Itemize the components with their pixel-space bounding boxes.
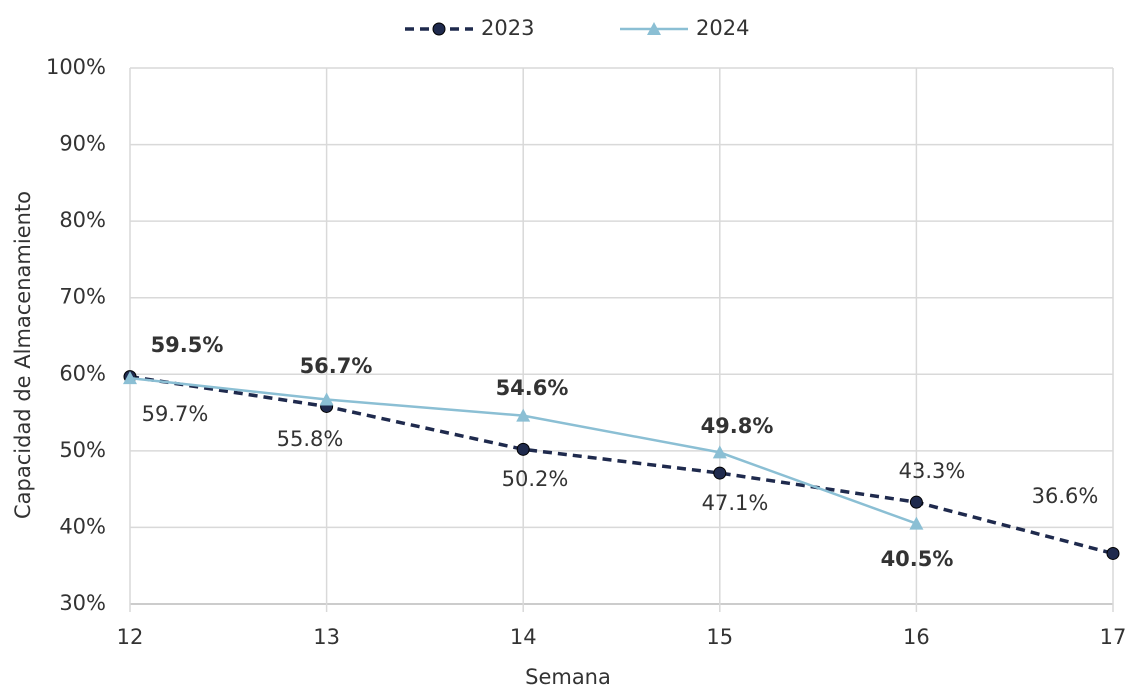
x-tick-label: 13 <box>313 625 340 649</box>
point <box>712 445 727 459</box>
data-label: 59.7% <box>142 402 209 426</box>
x-tick-label: 17 <box>1100 625 1127 649</box>
y-tick-label: 100% <box>46 55 106 79</box>
x-axis-label: Semana <box>525 665 611 689</box>
legend-label: 2024 <box>696 16 749 40</box>
y-tick-label: 70% <box>59 285 106 309</box>
data-label: 40.5% <box>881 547 954 571</box>
legend-label: 2023 <box>481 16 534 40</box>
line <box>129 374 1114 556</box>
point <box>516 408 531 422</box>
x-tick-label: 16 <box>903 625 930 649</box>
y-tick-label: 90% <box>59 132 106 156</box>
y-tick-label: 80% <box>59 208 106 232</box>
y-axis-label: Capacidad de Almacenamiento <box>11 191 35 519</box>
y-tick-label: 30% <box>59 591 106 615</box>
point <box>713 466 727 480</box>
data-label: 49.8% <box>701 414 774 438</box>
point <box>909 516 924 530</box>
point <box>1106 546 1120 560</box>
point <box>516 442 530 456</box>
y-tick-label: 60% <box>59 361 106 385</box>
data-label: 59.5% <box>151 333 224 357</box>
point <box>909 495 923 509</box>
x-tick-label: 12 <box>117 625 144 649</box>
point <box>123 371 137 385</box>
data-label: 56.7% <box>300 354 373 378</box>
data-label: 36.6% <box>1032 484 1099 508</box>
data-label: 43.3% <box>899 459 966 483</box>
x-tick-label: 15 <box>706 625 733 649</box>
data-label: 50.2% <box>502 467 569 491</box>
legend-marker <box>432 22 446 36</box>
data-label: 47.1% <box>702 491 769 515</box>
x-tick-label: 14 <box>510 625 537 649</box>
y-tick-label: 50% <box>59 438 106 462</box>
legend-marker <box>647 22 661 35</box>
point <box>319 392 334 406</box>
y-tick-label: 40% <box>59 514 106 538</box>
data-label: 55.8% <box>277 427 344 451</box>
data-label: 54.6% <box>496 376 569 400</box>
